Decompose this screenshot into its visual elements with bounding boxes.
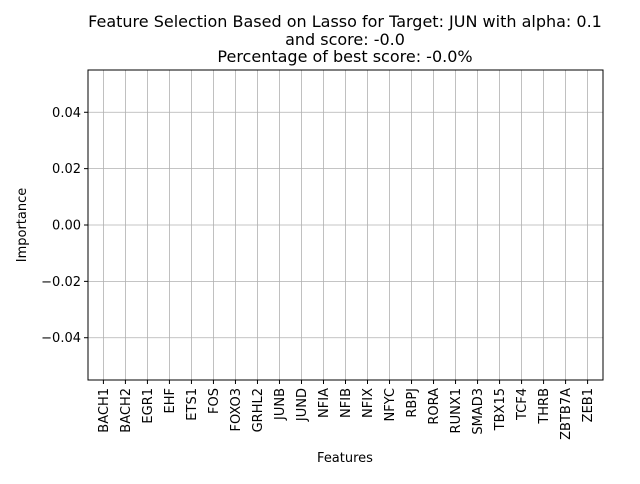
x-tick-label: JUND (295, 388, 310, 422)
chart-title-line-2: and score: -0.0 (285, 30, 405, 49)
y-tick-label: −0.04 (41, 331, 81, 346)
x-tick-label: ETS1 (185, 388, 200, 421)
x-tick-label: FOXO3 (229, 388, 244, 431)
x-tick-label: NFYC (383, 388, 398, 422)
y-axis: −0.04 −0.02 0.00 0.02 0.04 (41, 106, 88, 346)
x-tick-label: FOS (207, 388, 222, 414)
x-tick-label: EHF (163, 388, 178, 413)
y-axis-label: Importance (15, 188, 30, 263)
y-tick-label: 0.04 (52, 106, 81, 121)
x-tick-label: TBX15 (493, 388, 508, 431)
y-tick-label: −0.02 (41, 275, 81, 290)
x-tick-label: NFIB (339, 388, 354, 418)
y-tick-label: 0.02 (52, 162, 81, 177)
y-tick-label: 0.00 (52, 219, 81, 234)
x-tick-label: EGR1 (141, 388, 156, 424)
x-tick-label: RORA (427, 388, 442, 425)
x-tick-label: ZBTB7A (559, 388, 574, 440)
x-tick-label: SMAD3 (471, 388, 486, 435)
x-tick-label: NFIA (317, 388, 332, 418)
x-tick-label: THRB (537, 388, 552, 425)
chart-title-line-1: Feature Selection Based on Lasso for Tar… (88, 12, 602, 31)
plot-frame (87, 69, 604, 381)
x-tick-label: TCF4 (515, 388, 530, 421)
grid-lines (88, 70, 603, 380)
x-tick-label: JUNB (273, 388, 288, 421)
x-tick-label: RBPJ (405, 388, 420, 418)
chart-title: Feature Selection Based on Lasso for Tar… (88, 12, 602, 66)
x-tick-label: BACH1 (97, 388, 112, 433)
x-axis-label: Features (317, 451, 373, 466)
x-tick-label: ZEB1 (581, 388, 596, 422)
x-tick-label: GRHL2 (251, 388, 266, 432)
x-tick-label: RUNX1 (449, 388, 464, 433)
x-tick-label: NFIX (361, 388, 376, 418)
x-tick-label: BACH2 (119, 388, 134, 433)
x-axis: BACH1 BACH2 EGR1 EHF ETS1 FOS FOXO3 GRHL2 JUNB JU… (97, 380, 596, 440)
chart-title-line-3: Percentage of best score: -0.0% (217, 47, 472, 66)
